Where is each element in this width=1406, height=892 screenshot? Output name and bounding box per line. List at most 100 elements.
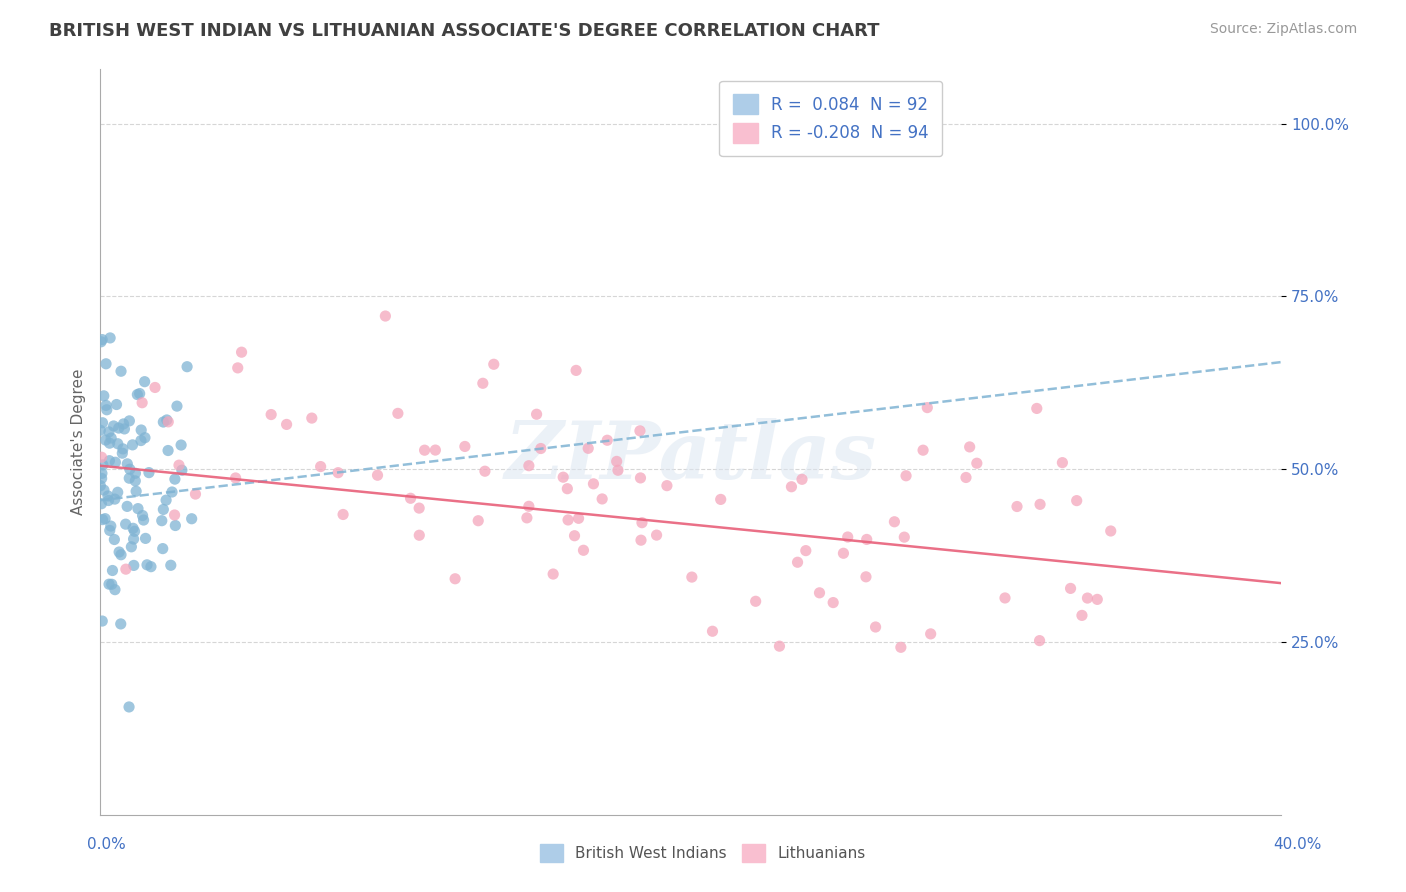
- Point: [110, 616, 132, 631]
- Point: [645, 528, 668, 542]
- Point: [94, 357, 117, 371]
- Point: [1028, 633, 1050, 648]
- Point: [225, 471, 247, 485]
- Point: [107, 436, 129, 450]
- Point: [135, 532, 157, 546]
- Point: [118, 414, 141, 428]
- Point: [104, 582, 127, 597]
- Point: [90, 467, 112, 481]
- Point: [474, 464, 496, 478]
- Point: [425, 443, 447, 458]
- Point: [582, 476, 605, 491]
- Point: [1066, 493, 1088, 508]
- Text: 0.0%: 0.0%: [87, 837, 127, 852]
- Point: [160, 485, 183, 500]
- Point: [97, 425, 120, 439]
- Point: [790, 472, 813, 486]
- Point: [170, 463, 193, 477]
- Point: [129, 434, 152, 448]
- Point: [118, 471, 141, 485]
- Point: [98, 331, 121, 345]
- Point: [955, 470, 977, 484]
- Point: [127, 501, 149, 516]
- Point: [794, 543, 817, 558]
- Point: [557, 513, 579, 527]
- Point: [959, 440, 981, 454]
- Point: [100, 577, 122, 591]
- Point: [917, 401, 939, 415]
- Point: [152, 541, 174, 556]
- Point: [91, 513, 114, 527]
- Point: [90, 334, 112, 349]
- Point: [920, 627, 942, 641]
- Point: [91, 416, 114, 430]
- Point: [159, 558, 181, 573]
- Y-axis label: Associate's Degree: Associate's Degree: [72, 368, 86, 515]
- Point: [894, 468, 917, 483]
- Point: [855, 570, 877, 584]
- Point: [444, 572, 467, 586]
- Point: [471, 376, 494, 391]
- Point: [107, 421, 129, 435]
- Point: [163, 472, 186, 486]
- Point: [591, 491, 613, 506]
- Point: [122, 558, 145, 573]
- Point: [129, 423, 152, 437]
- Point: [111, 446, 134, 460]
- Point: [1005, 500, 1028, 514]
- Point: [837, 530, 859, 544]
- Point: [94, 511, 117, 525]
- Point: [231, 345, 253, 359]
- Point: [607, 463, 630, 477]
- Point: [98, 436, 121, 450]
- Point: [120, 540, 142, 554]
- Point: [124, 474, 146, 488]
- Point: [112, 422, 135, 436]
- Point: [94, 398, 117, 412]
- Point: [526, 407, 548, 421]
- Point: [131, 508, 153, 523]
- Point: [530, 442, 553, 456]
- Point: [596, 434, 619, 448]
- Point: [108, 545, 131, 559]
- Point: [111, 442, 134, 456]
- Point: [96, 402, 118, 417]
- Point: [97, 489, 120, 503]
- Point: [710, 492, 733, 507]
- Legend: R =  0.084  N = 92, R = -0.208  N = 94: R = 0.084 N = 92, R = -0.208 N = 94: [720, 80, 942, 156]
- Point: [1076, 591, 1098, 605]
- Point: [176, 359, 198, 374]
- Point: [516, 511, 538, 525]
- Point: [157, 415, 180, 429]
- Point: [156, 413, 179, 427]
- Point: [332, 508, 354, 522]
- Point: [482, 357, 505, 371]
- Point: [681, 570, 703, 584]
- Point: [104, 455, 127, 469]
- Point: [557, 482, 579, 496]
- Point: [832, 546, 855, 560]
- Point: [1025, 401, 1047, 416]
- Point: [93, 389, 115, 403]
- Text: Source: ZipAtlas.com: Source: ZipAtlas.com: [1209, 22, 1357, 37]
- Point: [91, 458, 114, 472]
- Point: [121, 438, 143, 452]
- Point: [163, 508, 186, 522]
- Point: [101, 564, 124, 578]
- Point: [143, 380, 166, 394]
- Point: [94, 433, 117, 447]
- Point: [125, 484, 148, 499]
- Point: [276, 417, 298, 432]
- Point: [1085, 592, 1108, 607]
- Point: [167, 458, 190, 472]
- Point: [117, 457, 139, 471]
- Point: [89, 479, 111, 493]
- Point: [823, 596, 845, 610]
- Point: [890, 640, 912, 655]
- Point: [374, 309, 396, 323]
- Point: [98, 453, 121, 467]
- Point: [132, 513, 155, 527]
- Point: [100, 519, 122, 533]
- Point: [124, 467, 146, 481]
- Point: [408, 528, 430, 542]
